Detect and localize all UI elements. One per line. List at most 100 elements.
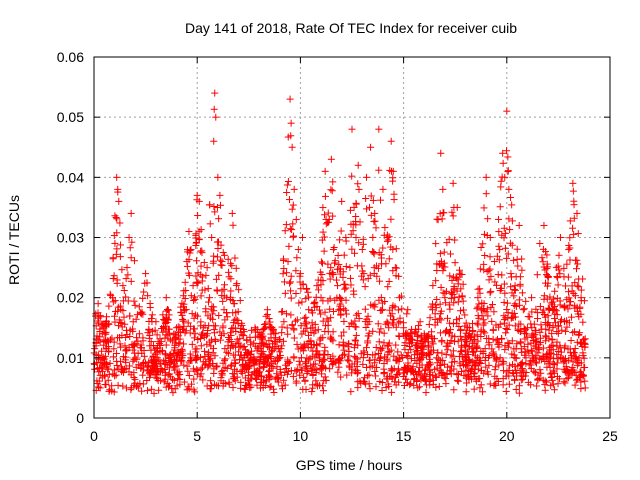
data-point bbox=[567, 336, 575, 344]
data-point bbox=[390, 316, 398, 324]
data-point bbox=[326, 275, 334, 283]
data-point bbox=[321, 308, 329, 316]
data-point bbox=[564, 305, 572, 313]
data-point bbox=[517, 339, 525, 347]
data-point bbox=[342, 234, 350, 241]
data-point bbox=[569, 224, 577, 232]
data-point bbox=[218, 258, 226, 266]
data-point bbox=[394, 306, 402, 314]
data-point bbox=[364, 339, 372, 347]
data-point bbox=[480, 204, 488, 212]
data-point bbox=[290, 326, 298, 334]
data-point bbox=[441, 360, 449, 368]
data-point bbox=[140, 288, 148, 296]
data-point bbox=[287, 311, 295, 319]
data-point bbox=[580, 297, 588, 305]
data-point bbox=[354, 310, 362, 318]
data-point bbox=[555, 322, 563, 330]
data-point bbox=[175, 371, 183, 379]
x-tick-label: 0 bbox=[90, 428, 98, 444]
data-point bbox=[308, 319, 316, 327]
data-point bbox=[512, 273, 520, 281]
data-point bbox=[337, 295, 345, 303]
data-point bbox=[392, 341, 400, 349]
data-point bbox=[362, 323, 370, 331]
data-point bbox=[144, 292, 152, 300]
data-point bbox=[284, 330, 292, 338]
data-point bbox=[435, 382, 443, 390]
data-point bbox=[280, 337, 288, 345]
y-tick-label: 0.06 bbox=[57, 49, 84, 65]
data-point bbox=[357, 350, 365, 358]
data-point bbox=[313, 282, 321, 290]
data-point bbox=[215, 215, 223, 223]
data-point bbox=[112, 250, 120, 258]
data-point bbox=[569, 329, 577, 337]
data-point bbox=[290, 185, 298, 193]
data-point bbox=[214, 253, 222, 261]
data-point bbox=[389, 177, 397, 185]
data-point bbox=[212, 113, 220, 121]
data-point bbox=[217, 261, 225, 269]
data-point bbox=[520, 305, 528, 313]
data-point bbox=[355, 185, 363, 193]
data-point bbox=[481, 329, 489, 337]
data-point bbox=[287, 287, 295, 295]
data-point bbox=[362, 194, 370, 202]
data-point bbox=[514, 262, 522, 270]
x-tick-label: 15 bbox=[396, 428, 412, 444]
x-tick-label: 25 bbox=[602, 428, 618, 444]
data-point bbox=[520, 324, 528, 332]
chart-title: Day 141 of 2018, Rate Of TEC Index for r… bbox=[185, 20, 517, 36]
data-point bbox=[354, 161, 362, 169]
data-point bbox=[519, 306, 527, 314]
data-point bbox=[554, 281, 562, 289]
data-point bbox=[454, 377, 462, 385]
data-point bbox=[282, 221, 290, 229]
data-point bbox=[481, 251, 489, 259]
data-point bbox=[515, 320, 523, 328]
data-point bbox=[337, 227, 345, 235]
data-point bbox=[486, 289, 494, 297]
data-point bbox=[457, 326, 465, 334]
data-point bbox=[486, 380, 494, 388]
data-point bbox=[439, 209, 447, 217]
data-point bbox=[296, 361, 304, 369]
data-point bbox=[320, 351, 328, 359]
data-point bbox=[191, 388, 199, 396]
data-point bbox=[366, 385, 374, 393]
data-point bbox=[142, 270, 150, 278]
data-point bbox=[318, 259, 326, 267]
data-point bbox=[139, 371, 147, 379]
data-point bbox=[384, 283, 392, 291]
data-point bbox=[293, 254, 301, 262]
data-point bbox=[266, 372, 274, 380]
data-point bbox=[110, 312, 118, 320]
data-point bbox=[482, 190, 490, 198]
data-point bbox=[503, 306, 511, 314]
data-point bbox=[543, 251, 551, 259]
data-point bbox=[282, 310, 290, 318]
data-point bbox=[347, 281, 355, 289]
data-point bbox=[114, 381, 122, 389]
y-tick-label: 0.04 bbox=[57, 169, 84, 185]
data-point bbox=[109, 298, 117, 306]
data-point bbox=[342, 296, 350, 304]
data-point bbox=[561, 379, 569, 387]
data-point bbox=[432, 240, 440, 248]
data-point bbox=[508, 217, 516, 225]
data-point bbox=[342, 262, 350, 270]
data-point bbox=[288, 205, 296, 213]
data-point bbox=[489, 348, 497, 356]
data-point bbox=[131, 349, 139, 357]
data-point bbox=[503, 254, 511, 262]
data-point bbox=[157, 377, 165, 385]
data-point bbox=[340, 317, 348, 325]
data-point bbox=[533, 271, 541, 279]
data-point bbox=[390, 190, 398, 198]
data-point bbox=[456, 307, 464, 315]
data-point bbox=[515, 382, 523, 390]
data-point bbox=[450, 299, 458, 307]
data-point bbox=[505, 321, 513, 329]
data-point bbox=[230, 300, 238, 308]
